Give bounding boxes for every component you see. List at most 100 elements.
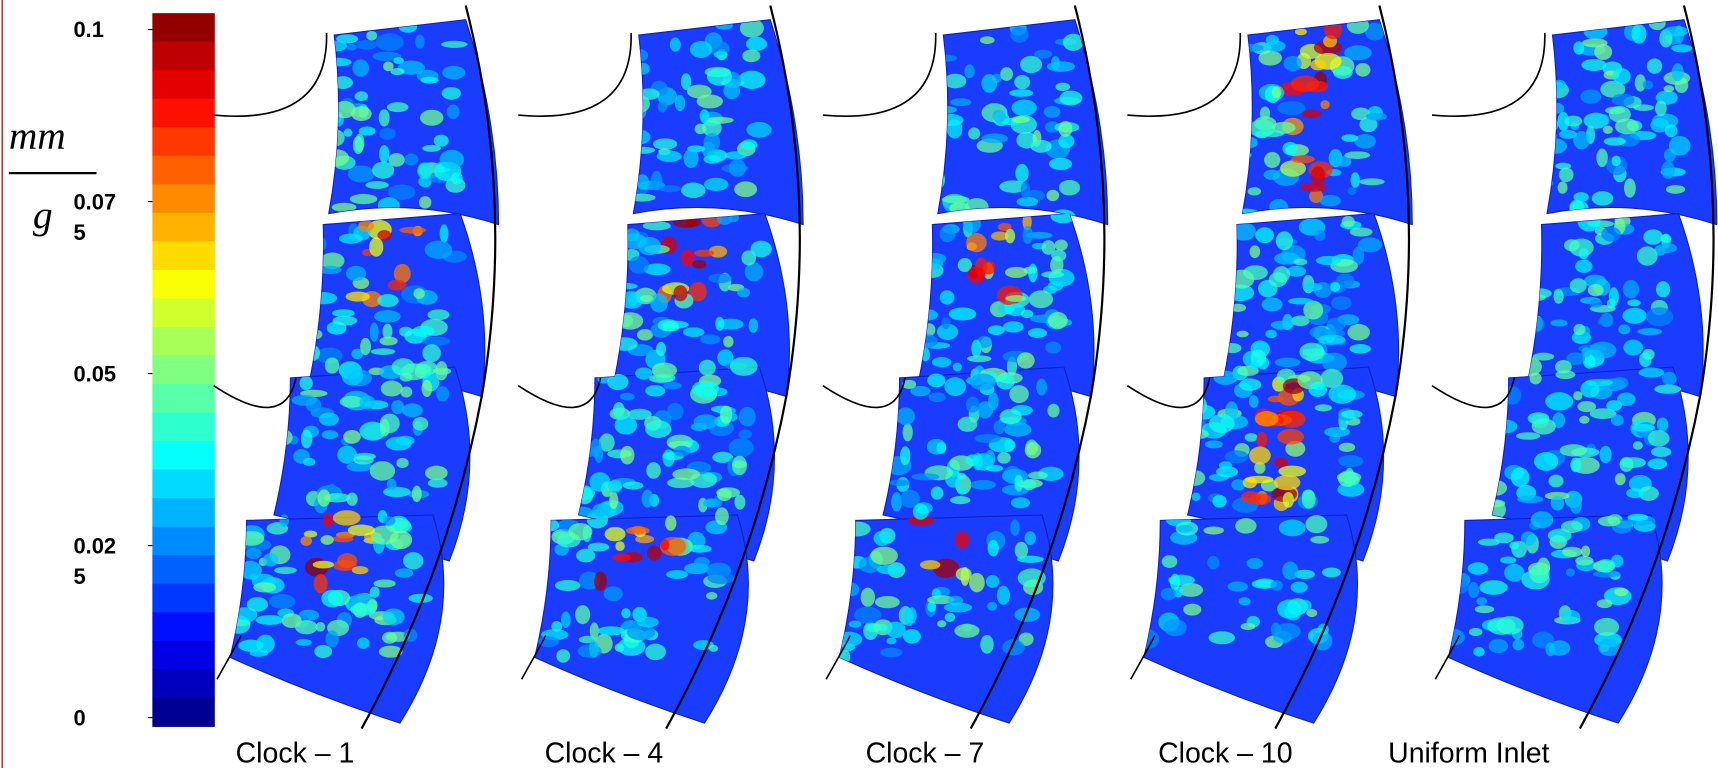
contour-blob xyxy=(1476,597,1487,605)
contour-blob xyxy=(369,237,383,256)
contour-blob xyxy=(1303,283,1323,291)
hub-line xyxy=(1127,378,1209,407)
contour-blob xyxy=(1243,477,1257,488)
contour-blob xyxy=(1250,245,1261,258)
contour-blob xyxy=(1517,495,1543,503)
contour-blob xyxy=(1655,100,1667,116)
contour-blob xyxy=(383,609,405,625)
contour-blob xyxy=(1021,181,1030,198)
contour-blob xyxy=(1489,639,1508,653)
contour-blob xyxy=(1291,582,1308,593)
contour-blob xyxy=(371,348,395,355)
contour-blob xyxy=(1203,526,1223,534)
contour-blob xyxy=(1354,134,1376,149)
contour-blob xyxy=(374,579,396,587)
contour-blob xyxy=(313,561,334,569)
contour-blob xyxy=(658,319,679,331)
contour-blob xyxy=(1648,430,1670,446)
colorbar-band xyxy=(152,270,214,299)
contour-blob xyxy=(1274,475,1301,490)
contour-blob xyxy=(379,128,396,140)
contour-blob xyxy=(985,450,995,467)
contour-blob xyxy=(738,430,752,439)
contour-blob xyxy=(666,570,688,579)
contour-blob xyxy=(1545,642,1555,656)
contour-blob xyxy=(1671,44,1692,52)
unit-denominator: g xyxy=(33,193,53,237)
contour-blob xyxy=(370,587,380,598)
colorbar-band xyxy=(152,527,214,556)
contour-blob xyxy=(1581,347,1590,357)
contour-blob xyxy=(325,630,338,647)
contour-blob xyxy=(1048,281,1064,291)
contour-blob xyxy=(699,360,716,376)
contour-blob xyxy=(300,376,313,390)
contour-blob xyxy=(1577,401,1596,412)
contour-blob xyxy=(594,572,607,591)
contour-blob xyxy=(1573,391,1582,400)
contour-blob xyxy=(1020,56,1042,73)
contour-blob xyxy=(629,194,656,202)
contour-blob xyxy=(1596,148,1607,167)
contour-blob xyxy=(1265,330,1276,339)
contour-blob xyxy=(404,153,418,165)
contour-blob xyxy=(1473,647,1484,657)
contour-blob xyxy=(1360,178,1385,185)
contour-blob xyxy=(346,266,366,281)
contour-blob xyxy=(953,363,962,372)
contour-blob xyxy=(1559,167,1574,182)
contour-blob xyxy=(1025,442,1041,458)
colorbar-band xyxy=(152,213,214,242)
tick-label: 0.02 xyxy=(73,533,116,558)
contour-blob xyxy=(877,624,887,632)
contour-blob xyxy=(1512,639,1524,650)
contour-blob xyxy=(592,504,611,517)
contour-blob xyxy=(1468,582,1479,598)
contour-blob xyxy=(1648,458,1668,469)
contour-blob xyxy=(994,420,1005,434)
contour-blob xyxy=(996,374,1014,389)
contour-blob xyxy=(399,327,413,337)
contour-blob xyxy=(1344,151,1370,159)
contour-blob xyxy=(875,596,900,608)
contour-blob xyxy=(319,413,339,426)
contour-blob xyxy=(1626,488,1643,498)
contour-blob xyxy=(1269,199,1288,215)
contour-blob xyxy=(1646,307,1673,326)
colorbar-band xyxy=(152,698,214,727)
contour-blob xyxy=(376,33,404,51)
contour-blob xyxy=(1048,312,1068,329)
contour-blob xyxy=(974,434,1000,443)
hub-line xyxy=(1127,33,1240,116)
contour-blob xyxy=(929,392,946,402)
contour-blob xyxy=(1054,240,1067,251)
contour-blob xyxy=(1265,41,1286,52)
contour-blob xyxy=(246,548,262,559)
contour-blob xyxy=(425,466,448,481)
contour-blob xyxy=(1046,190,1059,201)
contour-blob xyxy=(1664,85,1675,92)
contour-blob xyxy=(1573,41,1584,54)
contour-blob xyxy=(1649,16,1666,30)
contour-blob xyxy=(1009,89,1033,97)
contour-blob xyxy=(1580,89,1601,103)
contour-blob xyxy=(419,196,432,208)
contour-blob xyxy=(1573,192,1588,202)
contour-blob xyxy=(1529,564,1549,583)
contour-blob xyxy=(1230,304,1246,312)
contour-blob xyxy=(433,368,452,375)
contour-blob xyxy=(1322,353,1347,372)
contour-blob xyxy=(1637,328,1662,335)
contour-blob xyxy=(911,473,939,480)
contour-blob xyxy=(442,66,465,80)
contour-blob xyxy=(844,522,871,537)
contour-blob xyxy=(750,241,771,258)
contour-blob xyxy=(1236,331,1248,338)
contour-blob xyxy=(1555,360,1572,374)
contour-blob xyxy=(381,380,403,396)
contour-blob xyxy=(1270,580,1283,591)
contour-blob xyxy=(703,498,720,507)
contour-blob xyxy=(640,295,654,302)
contour-blob xyxy=(1209,414,1235,433)
contour-blob xyxy=(907,607,917,624)
